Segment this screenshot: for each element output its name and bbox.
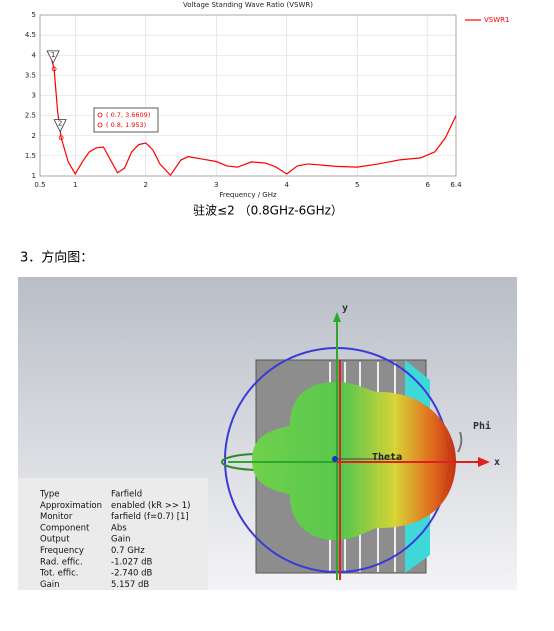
- y-tick-label: 3.5: [25, 71, 36, 79]
- marker-key: [97, 122, 103, 128]
- y-tick-label: 1: [32, 172, 36, 180]
- info-key: Gain: [40, 580, 60, 590]
- x-tick-label: 2: [144, 181, 148, 189]
- y-tick-label: 1.5: [25, 152, 36, 160]
- info-value: 5.157 dB: [111, 580, 149, 590]
- chart-title: Voltage Standing Wave Ratio (VSWR): [183, 1, 313, 9]
- info-key: Monitor: [40, 512, 73, 522]
- marker-flag: [53, 119, 67, 133]
- info-key: Type: [39, 490, 60, 500]
- data-line: [49, 55, 457, 177]
- y-tick-label: 5: [32, 11, 36, 19]
- info-key: Output: [40, 535, 70, 545]
- marker-flag: [46, 50, 60, 64]
- marker-text: ( 0.8, 1.953): [106, 121, 146, 129]
- info-key: Frequency: [40, 546, 84, 556]
- x-label: x: [494, 457, 500, 468]
- x-tick-label: 5: [355, 181, 359, 189]
- info-value: 0.7 GHz: [111, 546, 145, 556]
- phi-arrow: [457, 431, 463, 453]
- info-value: enabled (kR >> 1): [111, 501, 190, 511]
- info-value: Abs: [111, 523, 127, 533]
- x-tick-label: 6: [426, 181, 431, 189]
- marker-text: ( 0.7, 3.6609): [106, 111, 150, 119]
- marker-point: [58, 135, 64, 141]
- y-tick-label: 4: [32, 51, 37, 59]
- info-value: -1.027 dB: [111, 557, 152, 567]
- marker-box: [93, 107, 159, 133]
- y-arrow: [333, 312, 341, 322]
- phi-label: Phi: [473, 420, 491, 432]
- origin: [332, 456, 338, 462]
- caption: 驻波≤2 （0.8GHz-6GHz）: [193, 203, 343, 218]
- x-arrow: [478, 457, 490, 467]
- section-heading: 3．方向图：: [20, 250, 93, 266]
- info-key: Tot. effic.: [39, 569, 79, 579]
- info-value: Gain: [111, 535, 131, 545]
- y-tick-label: 2: [32, 132, 36, 140]
- marker-key: [97, 112, 103, 118]
- x-tick-label: 0.5: [34, 181, 45, 189]
- y-tick-label: 2.5: [25, 112, 36, 120]
- farfield-image: y x Theta Phi Type Farfield Approximation e…: [18, 277, 517, 590]
- info-box: [18, 478, 208, 590]
- marker-label: 2: [58, 120, 62, 128]
- info-key: Rad. effic.: [40, 557, 83, 567]
- x-tick-label: 1: [73, 181, 77, 189]
- info-table: Type Farfield Approximation enabled (kR >> …: [39, 490, 190, 590]
- plot-frame: [39, 14, 457, 177]
- theta-label: Theta: [372, 452, 402, 463]
- marker-point: [51, 66, 57, 72]
- x-tick-label: 3: [214, 181, 218, 189]
- x-tick-label: 4: [285, 181, 290, 189]
- legend-label: VSWR1: [484, 16, 509, 24]
- info-value: Farfield: [111, 490, 142, 500]
- y-label: y: [342, 303, 348, 314]
- info-key: Component: [40, 523, 90, 533]
- info-value: -2.740 dB: [111, 569, 152, 579]
- y-tick-label: 4.5: [25, 31, 36, 39]
- info-value: farfield (f=0.7) [1]: [111, 512, 189, 522]
- y-tick-label: 3: [32, 92, 36, 100]
- marker-label: 1: [51, 51, 55, 59]
- x-tick-label: 6.4: [450, 181, 462, 189]
- x-axis-label: Frequency / GHz: [219, 191, 277, 199]
- info-key: Approximation: [40, 501, 102, 511]
